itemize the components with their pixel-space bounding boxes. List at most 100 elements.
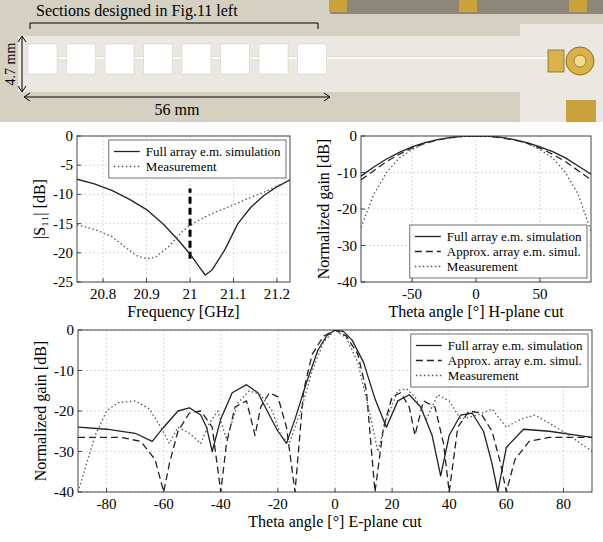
x-tick-label: -60: [154, 496, 174, 512]
x-tick-label: -80: [97, 496, 117, 512]
y-tick: [77, 223, 81, 224]
x-tick-label: 80: [556, 496, 571, 512]
x-tick-label: 20.9: [133, 286, 159, 302]
grid-line: [77, 194, 290, 195]
y-tick: [361, 245, 365, 246]
y-tick: [77, 136, 81, 137]
y-tick-label: -20: [53, 245, 73, 261]
patch: [105, 44, 134, 74]
y-tick: [78, 330, 82, 331]
x-tick: [277, 488, 278, 492]
grid-line: [78, 411, 592, 412]
connector-body: [548, 50, 564, 72]
bracket: [30, 23, 318, 29]
y-tick-label: -30: [54, 444, 74, 460]
y-tick-label: 0: [67, 322, 75, 338]
y-tick-label: -30: [337, 238, 357, 254]
y-axis-title: Normalized gain [dB]: [315, 139, 333, 279]
x-tick: [392, 488, 393, 492]
patch: [67, 44, 96, 74]
legend-sample: [416, 375, 442, 376]
x-tick: [103, 278, 104, 282]
series-line: [361, 136, 591, 231]
data-area: [78, 330, 592, 492]
x-tick: [276, 278, 277, 282]
y-tick-label: -20: [337, 201, 357, 217]
y-tick-label: -20: [54, 403, 74, 419]
grid-line: [77, 252, 290, 253]
series-line: [78, 330, 592, 492]
series-line: [361, 136, 591, 180]
patch: [182, 44, 211, 74]
height-arrow-heads: [18, 36, 26, 92]
data-area: [361, 136, 591, 231]
x-tick: [190, 278, 191, 282]
y-tick-label: -10: [53, 186, 73, 202]
patch: [144, 44, 173, 74]
x-tick-label: 0: [472, 286, 480, 302]
legend-label: Approx. array e.m. simul.: [447, 244, 581, 259]
legend-sample: [416, 345, 442, 346]
legend: Full array e.m. simulationApprox. array …: [411, 334, 588, 387]
height-label: 4.7 mm: [3, 43, 18, 86]
legend-sample: [114, 151, 140, 152]
y-tick-label: -5: [61, 157, 74, 173]
legend-label: Measurement: [447, 259, 518, 274]
patch: [259, 44, 288, 74]
legend-label: Full array e.m. simulation: [146, 144, 281, 159]
x-tick-label: 20: [385, 496, 400, 512]
grid-line: [78, 451, 592, 452]
length-arrow-heads: [24, 93, 330, 101]
chart: -50050-40-30-20-100Theta angle [°] H-pla…: [315, 128, 591, 321]
photo: Sections designed in Fig.11 left4.7 mm56…: [0, 0, 603, 122]
plot-background: [77, 136, 290, 282]
plot-background: [78, 330, 592, 492]
y-tick: [78, 370, 82, 371]
legend-box: [411, 334, 588, 387]
photo-shadow: [330, 0, 603, 14]
y-tick-label: -15: [53, 216, 73, 232]
legend-box: [410, 225, 587, 278]
y-tick-label: -10: [54, 363, 74, 379]
plot-background: [361, 136, 591, 282]
y-tick: [77, 252, 81, 253]
plot-frame: [361, 136, 591, 282]
y-tick: [77, 165, 81, 166]
y-tick: [361, 136, 365, 137]
grid: [77, 136, 290, 282]
substrate: [18, 36, 538, 92]
y-tick: [78, 451, 82, 452]
x-tick: [146, 278, 147, 282]
connector-pin: [574, 55, 586, 67]
y-tick: [361, 172, 365, 173]
connector-bottom: [566, 100, 596, 122]
connector-top: [569, 0, 587, 12]
photo-background: [0, 0, 603, 122]
substrate-end: [520, 24, 603, 122]
legend-label: Full array e.m. simulation: [448, 338, 583, 353]
y-tick-label: -10: [337, 165, 357, 181]
patch: [298, 44, 327, 74]
x-axis-title: Theta angle [°] H-plane cut: [388, 303, 564, 321]
y-tick: [78, 411, 82, 412]
photo-annotation: Sections designed in Fig.11 left: [36, 2, 238, 20]
plot-frame: [77, 136, 290, 282]
legend-sample: [114, 166, 140, 167]
series-line: [77, 180, 290, 258]
grid-line: [361, 172, 591, 173]
x-tick-label: 21.1: [220, 286, 246, 302]
legend: Full array e.m. simulationMeasurement: [109, 140, 286, 178]
y-tick: [361, 282, 365, 283]
chart: -80-60-40-20020406080-40-30-20-100Theta …: [32, 322, 592, 531]
patch: [28, 44, 57, 74]
x-tick-label: 21.2: [264, 286, 290, 302]
x-tick-label: 50: [532, 286, 547, 302]
legend-label: Measurement: [146, 159, 217, 174]
grid: [361, 136, 591, 282]
patch: [221, 44, 250, 74]
x-tick-label: -40: [211, 496, 231, 512]
x-tick-label: -50: [402, 286, 422, 302]
chart: 20.820.92121.121.2-25-20-15-10-50Frequen…: [31, 128, 290, 321]
legend-label: Full array e.m. simulation: [447, 229, 582, 244]
y-tick-label: -40: [54, 484, 74, 500]
